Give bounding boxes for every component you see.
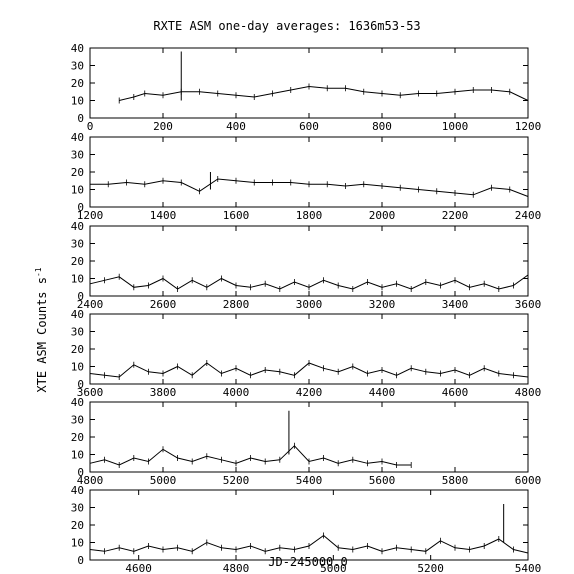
x-tick-label: 1600	[223, 209, 250, 222]
x-tick-label: 4200	[296, 386, 323, 399]
x-tick-label: 1200	[77, 209, 104, 222]
x-tick-label: 0	[87, 120, 94, 133]
x-tick-label: 5200	[417, 562, 444, 574]
x-tick-label: 1400	[150, 209, 177, 222]
y-tick-label: 10	[71, 184, 84, 197]
panel-2: 0 10 20 30 40 1200 1400 1600 1800 2000 2200 2400	[71, 131, 542, 222]
panel-frame	[89, 489, 529, 561]
x-tick-label: 4600	[125, 562, 152, 574]
y-tick-label: 20	[71, 255, 84, 268]
y-tick-label: 40	[71, 484, 84, 497]
x-tick-label: 5400	[296, 474, 323, 487]
y-tick-label: 20	[71, 519, 84, 532]
x-tick-label: 3800	[150, 386, 177, 399]
x-tick-label: 4800	[515, 386, 542, 399]
y-tick-label: 10	[71, 449, 84, 462]
y-tick-label: 0	[77, 554, 84, 567]
x-tick-label: 1800	[296, 209, 323, 222]
x-tick-label: 3000	[296, 298, 323, 311]
x-tick-label: 5400	[515, 562, 542, 574]
y-tick-label: 0	[77, 201, 84, 214]
panel-4: 0 10 20 30 40 3600 3800 4000 4200 4400 4600 4800	[71, 308, 542, 399]
series-line	[119, 85, 529, 101]
x-tick-label: 1200	[515, 120, 542, 133]
y-tick-label: 20	[71, 166, 84, 179]
x-tick-label: 2800	[223, 298, 250, 311]
y-tick-label: 10	[71, 537, 84, 550]
x-tick-label: 5200	[223, 474, 250, 487]
y-tick-label: 30	[71, 414, 84, 427]
y-tick-label: 30	[71, 149, 84, 162]
y-tick-label: 20	[71, 431, 84, 444]
x-tick-label: 4600	[442, 386, 469, 399]
x-tick-label: 2400	[77, 298, 104, 311]
y-tick-label: 10	[71, 95, 84, 108]
y-axis-title-superscript: -1	[34, 267, 43, 277]
x-tick-label: 400	[226, 120, 246, 133]
y-tick-label: 30	[71, 238, 84, 251]
x-tick-label: 2400	[515, 209, 542, 222]
y-axis-title: XTE ASM Counts s-1	[34, 267, 49, 392]
x-tick-label: 800	[372, 120, 392, 133]
y-tick-label: 0	[77, 466, 84, 479]
y-tick-label: 40	[71, 220, 84, 233]
x-tick-label: 1000	[442, 120, 469, 133]
x-tick-label: 2600	[150, 298, 177, 311]
panel-frame	[89, 313, 529, 385]
x-tick-label: 4400	[369, 386, 396, 399]
y-tick-label: 40	[71, 131, 84, 144]
y-tick-label: 40	[71, 308, 84, 321]
panel-frame	[89, 136, 529, 208]
x-tick-label: 4800	[223, 562, 250, 574]
y-tick-label: 0	[77, 290, 84, 303]
y-tick-label: 20	[71, 343, 84, 356]
y-tick-label: 20	[71, 77, 84, 90]
x-tick-label: 4800	[77, 474, 104, 487]
y-tick-label: 30	[71, 326, 84, 339]
x-tick-label: 3600	[77, 386, 104, 399]
x-tick-label: 3200	[369, 298, 396, 311]
y-tick-label: 40	[71, 42, 84, 55]
x-tick-label: 5600	[369, 474, 396, 487]
x-tick-label: 3600	[515, 298, 542, 311]
y-tick-label: 10	[71, 273, 84, 286]
y-tick-label: 40	[71, 396, 84, 409]
x-tick-label: 2200	[442, 209, 469, 222]
panel-5: 0 10 20 30 40 4800 5000 5200 5400 5600 5800 6000	[71, 396, 542, 487]
y-tick-label: 10	[71, 361, 84, 374]
y-tick-label: 0	[77, 378, 84, 391]
x-tick-label: 200	[153, 120, 173, 133]
x-tick-label: 6000	[515, 474, 542, 487]
y-tick-label: 30	[71, 502, 84, 515]
x-tick-label: 5000	[150, 474, 177, 487]
x-tick-label: 600	[299, 120, 319, 133]
panel-frame	[89, 47, 529, 119]
y-tick-label: 0	[77, 112, 84, 125]
panel-6: 0 10 20 30 40 4600 4800 5000 5200 5400	[71, 484, 542, 574]
chart-title: RXTE ASM one-day averages: 1636m53-53	[153, 19, 420, 33]
y-tick-label: 30	[71, 60, 84, 73]
x-tick-label: 5800	[442, 474, 469, 487]
x-axis-title: JD-245000.0	[268, 555, 347, 569]
x-tick-label: 3400	[442, 298, 469, 311]
x-tick-label: 2000	[369, 209, 396, 222]
y-axis-title-text: XTE ASM Counts s	[35, 277, 49, 393]
panel-3: 0 10 20 30 40 2400 2600 2800 3000 3200 3400 3600	[71, 220, 542, 311]
x-tick-label: 5000	[320, 562, 347, 574]
x-tick-label: 4000	[223, 386, 250, 399]
